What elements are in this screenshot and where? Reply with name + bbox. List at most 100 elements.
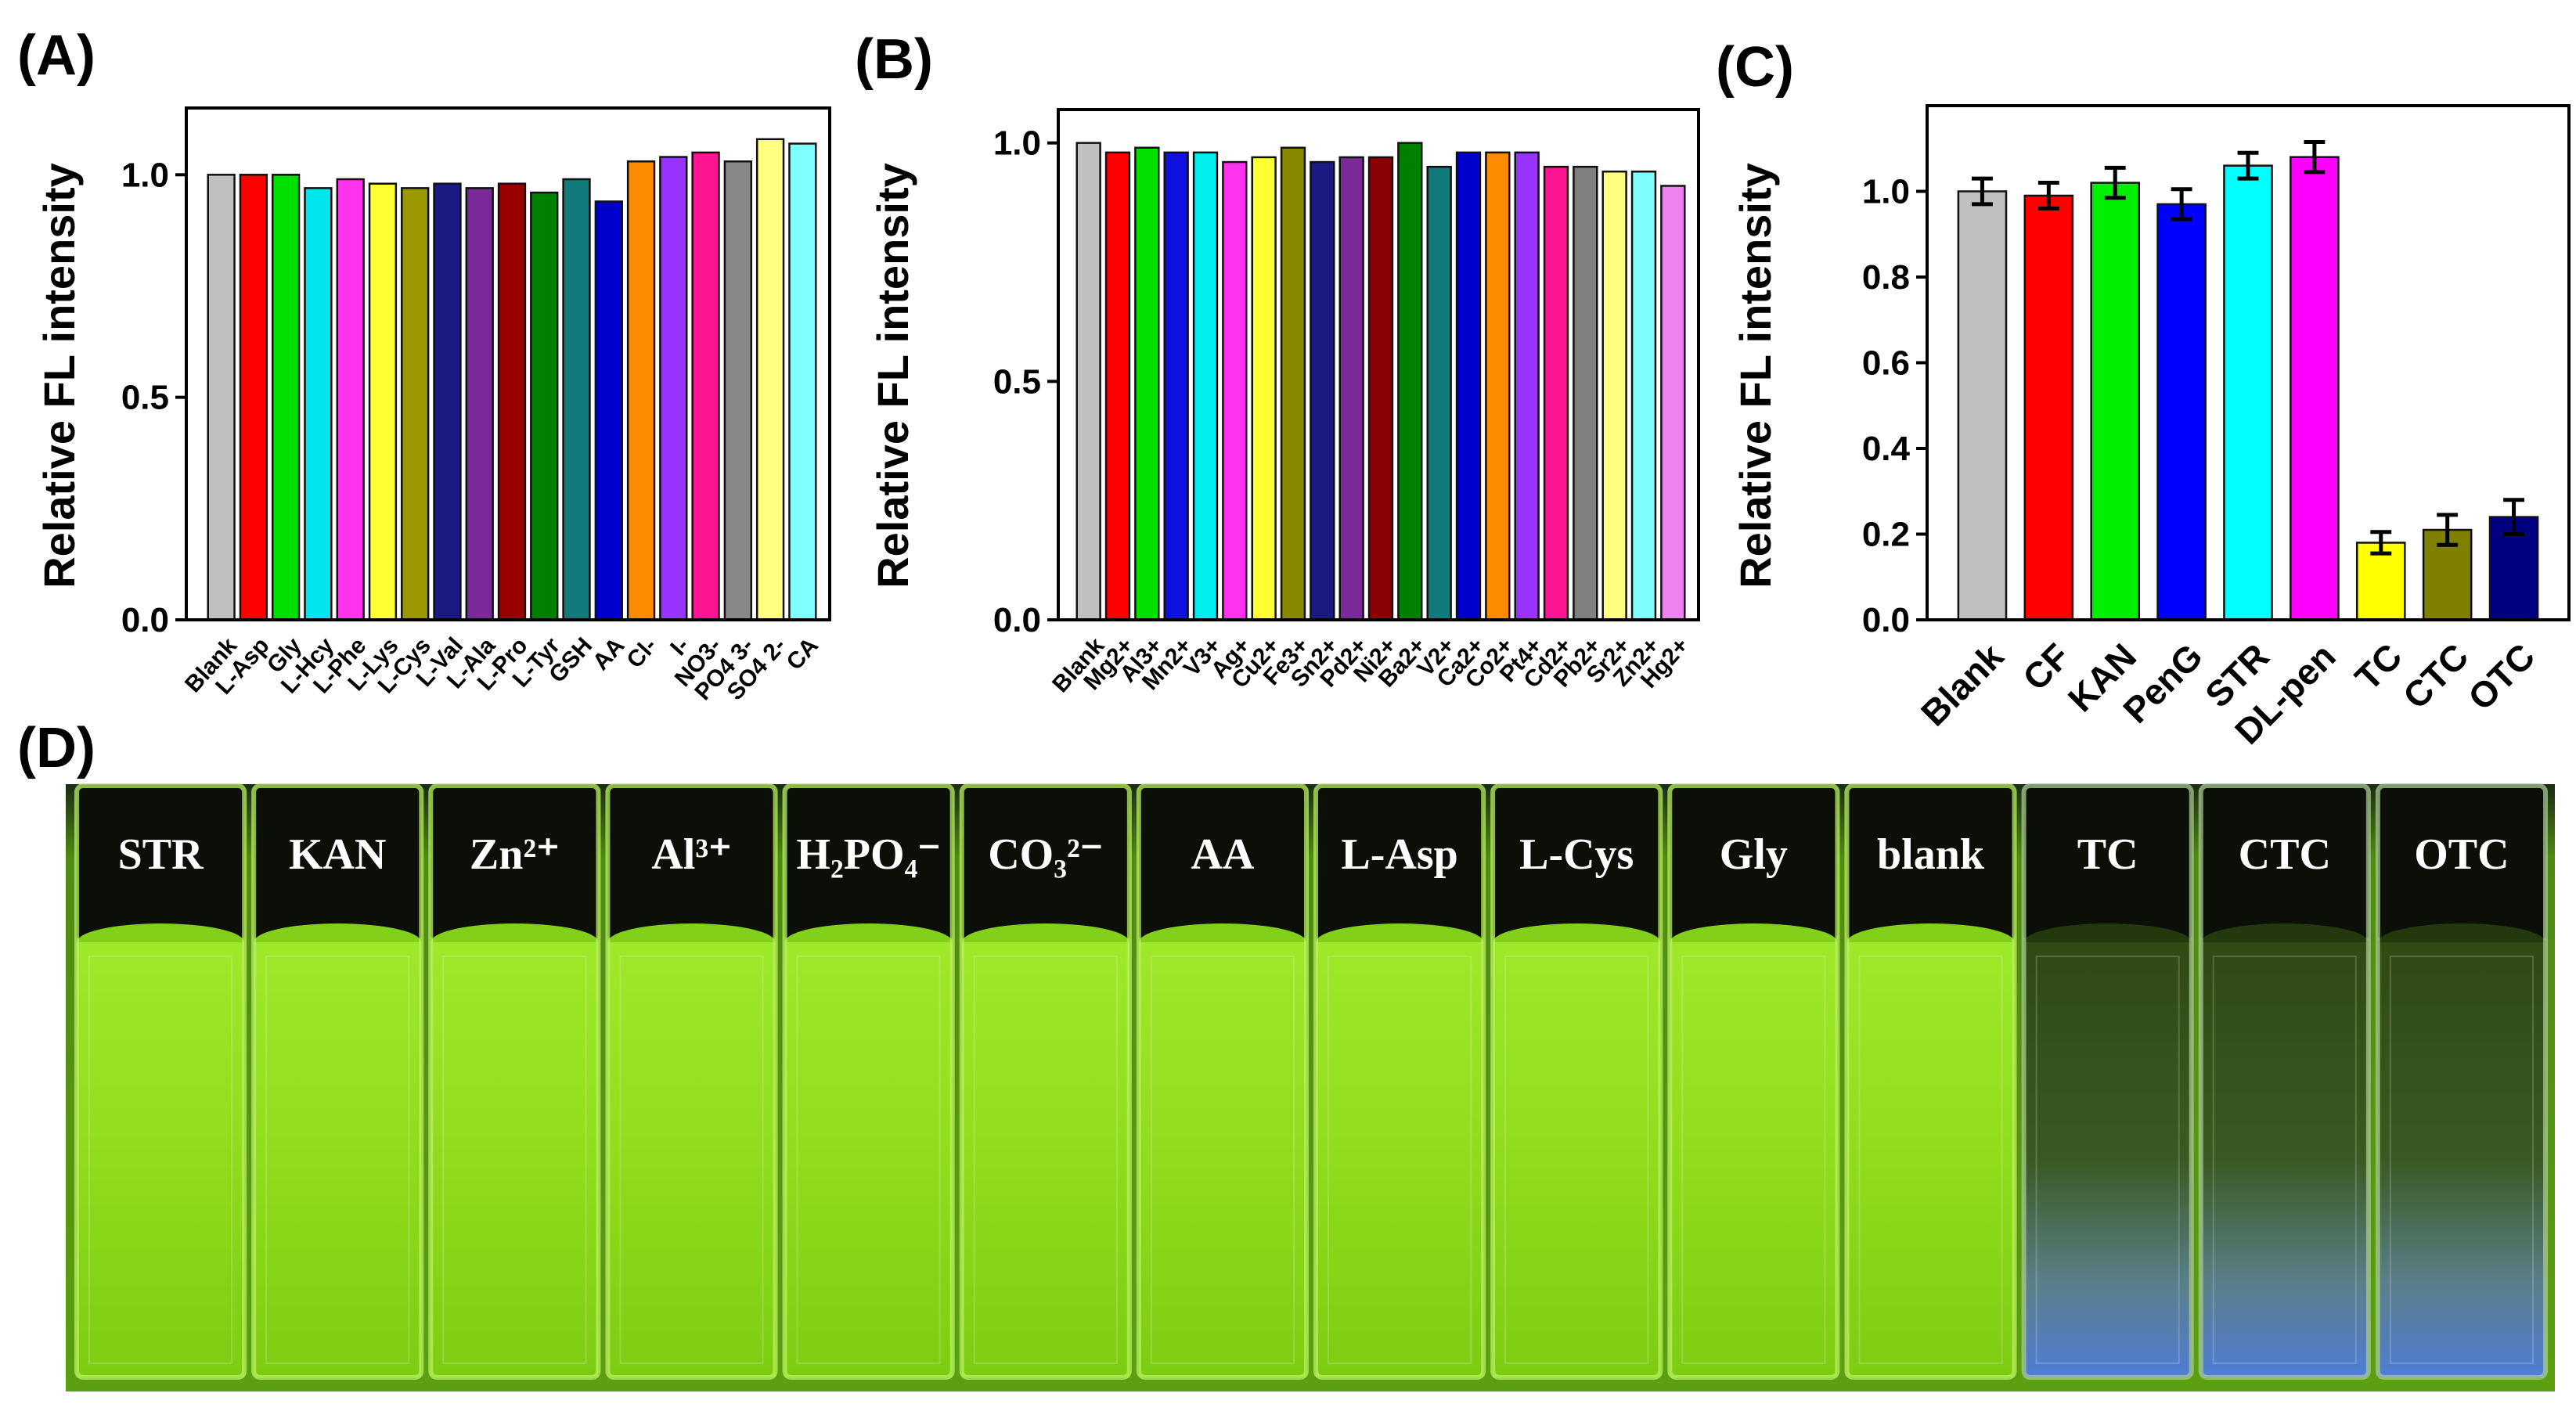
bar	[659, 156, 688, 621]
cuvette-inner-edge	[1681, 956, 1826, 1364]
cuvette-label: CTC	[2239, 830, 2331, 879]
bar	[465, 187, 494, 621]
cuvette-headspace	[431, 786, 599, 942]
cuvette: CTC	[2198, 783, 2371, 1380]
bar	[1514, 151, 1540, 621]
cuvette-headspace	[1316, 786, 1484, 942]
cuvette-headspace	[1493, 786, 1661, 942]
cuvette: L-Asp	[1313, 783, 1486, 1380]
bar	[1280, 146, 1306, 621]
cuvette-label: OTC	[2414, 830, 2509, 879]
cuvette-headspace	[254, 786, 422, 942]
bar	[1075, 142, 1101, 621]
cuvette: Al³⁺	[605, 783, 778, 1380]
bar	[626, 160, 656, 621]
cuvette-label: L-Asp	[1341, 830, 1457, 879]
cuvette-glass	[959, 783, 1132, 1380]
bar	[336, 178, 365, 621]
cuvette-glass	[605, 783, 778, 1380]
cuvette-headspace	[2200, 786, 2369, 942]
bar	[368, 182, 398, 621]
bar	[304, 187, 333, 621]
cuvette-inner-edge	[796, 956, 941, 1364]
cuvette: Zn²⁺	[428, 783, 601, 1380]
y-tick-label: 0.0	[1862, 601, 1910, 639]
bar	[2156, 203, 2207, 621]
chart-a-frame	[185, 106, 831, 621]
cuvette-label: blank	[1877, 830, 1985, 879]
cuvette-label: L-Cys	[1519, 830, 1634, 879]
bar	[1251, 156, 1277, 621]
cuvette-inner-edge	[265, 956, 410, 1364]
bar	[594, 200, 623, 621]
panel-d-letter: (D)	[17, 717, 95, 779]
cuvette: TC	[2021, 783, 2194, 1380]
cuvette-liquid	[431, 942, 599, 1377]
cuvette: H₂PO₄⁻	[782, 783, 955, 1380]
cuvette-liquid	[1138, 942, 1306, 1377]
cuvette-glass	[2021, 783, 2194, 1380]
cuvette-inner-edge	[88, 956, 233, 1364]
cuvette: blank	[1844, 783, 2017, 1380]
bar	[1367, 156, 1394, 621]
cuvette-headspace	[2023, 786, 2192, 942]
cuvette-label: Gly	[1720, 830, 1788, 879]
cuvette: CO₃²⁻	[959, 783, 1132, 1380]
bar	[1485, 151, 1511, 621]
cuvette: OTC	[2375, 783, 2549, 1380]
x-tick-label: CTC	[2395, 635, 2477, 717]
cuvette-label: H₂PO₄⁻	[796, 830, 940, 879]
chart-a-xticks: BlankL-AspGlyL-HcyL-PheL-LysL-CysL-ValL-…	[180, 632, 823, 705]
bar	[1455, 151, 1482, 621]
cuvette-inner-edge	[1328, 956, 1472, 1364]
cuvette-glass	[2198, 783, 2371, 1380]
chart-c-ylabel: Relative FL intensity	[1731, 163, 1780, 589]
bar	[401, 187, 430, 621]
chart-a-bars	[207, 138, 817, 621]
panel-a-letter: (A)	[17, 24, 95, 87]
chart-b-ylabel: Relative FL intensity	[868, 163, 917, 589]
bar	[271, 174, 301, 621]
cuvette-inner-edge	[442, 956, 587, 1364]
bar	[691, 151, 720, 621]
cuvette: L-Cys	[1490, 783, 1663, 1380]
chart-b: Relative FL intensity 0.0 0.5 1.0 BlankMg2…	[868, 108, 1700, 697]
cuvette-glass	[1667, 783, 1840, 1380]
bar	[2290, 156, 2340, 621]
cuvette-glass	[1313, 783, 1486, 1380]
cuvette-glass	[1844, 783, 2017, 1380]
bar	[1426, 165, 1452, 621]
chart-a-ylabel: Relative FL intensity	[34, 163, 84, 589]
cuvette-headspace	[961, 786, 1129, 942]
y-tick-label: 0.0	[121, 601, 169, 639]
cuvette-label: CO₃²⁻	[988, 830, 1103, 879]
cuvette-photo: STR KAN Zn²⁺ Al³⁺ H₂PO₄⁻ CO₃²⁻ AA L-Asp L-Cys Gly…	[66, 783, 2555, 1391]
cuvette-headspace	[1670, 786, 1838, 942]
x-tick-label: CA	[781, 633, 823, 675]
cuvette-label: Zn²⁺	[470, 830, 560, 879]
cuvette-headspace	[607, 786, 776, 942]
cuvette-headspace	[2377, 786, 2545, 942]
bar	[1104, 151, 1131, 621]
bar	[2023, 194, 2074, 621]
y-tick-label: 0.6	[1862, 344, 1910, 383]
cuvette-liquid	[1493, 942, 1661, 1377]
bar	[1957, 190, 2008, 621]
y-tick-label: 0.8	[1862, 258, 1910, 297]
chart-c-yticks: 0.0 0.2 0.4 0.6 0.8 1.0	[1862, 173, 1927, 639]
cuvette-inner-edge	[1858, 956, 2003, 1364]
bar	[1222, 160, 1248, 621]
y-tick-label: 0.5	[993, 362, 1041, 401]
cuvette-liquid	[254, 942, 422, 1377]
cuvette-row: STR KAN Zn²⁺ Al³⁺ H₂PO₄⁻ CO₃²⁻ AA L-Asp L-Cys Gly…	[74, 783, 2549, 1380]
cuvette-label: STR	[118, 830, 204, 879]
cuvette-liquid	[784, 942, 953, 1377]
y-tick-label: 1.0	[1862, 173, 1910, 211]
chart-a-yticks: 0.0 0.5 1.0	[121, 156, 186, 639]
cuvette-glass	[1136, 783, 1310, 1380]
bar	[1660, 185, 1686, 621]
cuvette-headspace	[1138, 786, 1306, 942]
bar	[1601, 170, 1627, 621]
chart-b-xticks: BlankMg2+Al3+Mn2+V3+Ag+Cu2+Fe3+Sn2+Pd2+N…	[1047, 632, 1694, 697]
